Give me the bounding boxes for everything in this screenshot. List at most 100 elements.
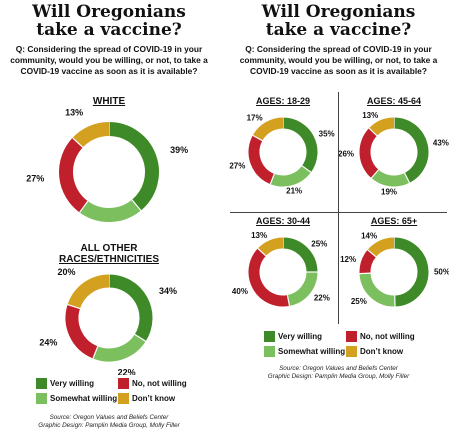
label-not-willing: 12% [340, 255, 356, 264]
label-dont-know: 17% [247, 113, 263, 122]
slice-somewhat-willing [270, 165, 311, 187]
left-title: Will Oregonians take a vaccine? [0, 3, 218, 39]
right-source-line1: Source: Oregon Values and Beliefs Center [279, 365, 398, 372]
chart-header-other: ALL OTHER RACES/ETHNICITIES [0, 243, 218, 265]
right-infographic: Will Oregonians take a vaccine? Q: Consi… [228, 0, 449, 437]
legend-label-dont-know: Don’t know [132, 394, 176, 403]
slice-very-willing [282, 237, 318, 273]
slice-dont-know [72, 122, 110, 148]
slice-dont-know [369, 117, 395, 137]
slice-somewhat-willing [371, 169, 410, 187]
slice-not-willing [248, 248, 290, 307]
legend-not-willing: No, not willing [346, 331, 415, 342]
label-very-willing: 43% [433, 139, 449, 148]
slice-dont-know [367, 237, 395, 258]
chart-header-other-line1: ALL OTHER [80, 243, 138, 254]
left-title-line2: take a vaccine? [36, 20, 182, 40]
slice-somewhat-willing [359, 272, 396, 307]
legend-swatch-not-willing [118, 378, 129, 389]
slice-separator [67, 303, 81, 310]
legend-label-somewhat-willing: Somewhat willing [50, 394, 118, 403]
legend-swatch-somewhat-willing [264, 346, 275, 357]
slice-separator [286, 294, 291, 307]
slice-separator [252, 134, 263, 142]
legend-swatch-somewhat-willing [36, 393, 47, 404]
label-somewhat-willing: 22% [314, 293, 330, 302]
label-somewhat-willing: 19% [381, 188, 397, 197]
grid-divider-horizontal [230, 212, 447, 213]
left-infographic: Will Oregonians take a vaccine? Q: Consi… [0, 0, 218, 437]
legend-somewhat-willing: Somewhat willing [36, 393, 117, 404]
label-very-willing: 50% [434, 267, 449, 276]
slice-very-willing [393, 237, 429, 307]
legend-not-willing: No, not willing [118, 378, 187, 389]
grid-divider-vertical [338, 92, 339, 324]
left-source-line2: Graphic Design: Pamplin Media Group, Mol… [38, 422, 180, 429]
label-somewhat-willing: 21% [102, 232, 120, 233]
label-very-willing: 35% [319, 130, 335, 139]
left-legend: Very willing No, not willing Somewhat wi… [36, 378, 216, 406]
slice-not-willing [248, 135, 275, 185]
legend-label-dont-know: Don’t know [360, 347, 404, 356]
slice-very-willing [108, 274, 153, 342]
slice-very-willing [393, 117, 429, 183]
legend-label-not-willing: No, not willing [360, 332, 415, 341]
slice-separator [79, 200, 89, 213]
slice-separator [134, 333, 147, 342]
label-very-willing: 39% [170, 145, 188, 155]
right-title-line2: take a vaccine? [265, 20, 412, 40]
slice-not-willing [59, 137, 89, 213]
right-question: Q: Considering the spread of COVID-19 in… [239, 44, 438, 76]
donut-white: 39% 21% 27% 13% [26, 108, 188, 233]
slice-very-willing [282, 117, 318, 173]
slice-somewhat-willing [287, 271, 318, 306]
slice-not-willing [65, 304, 99, 359]
slice-not-willing [359, 128, 379, 179]
slice-separator [404, 172, 411, 184]
chart-header-18-29: AGES: 18-29 [255, 96, 311, 106]
right-title-line1: Will Oregonians [261, 2, 416, 22]
slice-dont-know [252, 117, 284, 142]
legend-swatch-dont-know [346, 346, 357, 357]
legend-label-not-willing: No, not willing [132, 379, 187, 388]
legend-very-willing: Very willing [36, 378, 94, 389]
legend-somewhat-willing: Somewhat willing [264, 346, 345, 357]
slice-separator [269, 173, 275, 185]
slice-separator [359, 272, 371, 275]
label-not-willing: 27% [26, 173, 44, 183]
legend-swatch-dont-know [118, 393, 129, 404]
donut-65-plus: 50% 25% 12% 14% [340, 232, 449, 307]
slice-somewhat-willing [92, 334, 146, 362]
label-somewhat-willing: 22% [118, 367, 136, 375]
left-question: Q: Considering the spread of COVID-19 in… [10, 44, 208, 76]
donut-18-29: 35% 21% 27% 17% [229, 113, 335, 195]
legend-dont-know: Don’t know [118, 393, 175, 404]
slice-separator [257, 247, 267, 257]
slice-dont-know [257, 237, 284, 257]
right-source: Source: Oregon Values and Beliefs Center… [228, 365, 449, 381]
chart-header-65-plus: AGES: 65+ [370, 216, 418, 226]
legend-label-somewhat-willing: Somewhat willing [278, 347, 346, 356]
legend-label-very-willing: Very willing [278, 332, 323, 341]
chart-header-45-64: AGES: 45-64 [366, 96, 422, 106]
chart-header-white: WHITE [92, 96, 126, 107]
label-not-willing: 40% [232, 287, 248, 296]
slice-separator [370, 169, 380, 179]
chart-header-30-44: AGES: 30-44 [255, 216, 311, 226]
label-not-willing: 27% [229, 161, 245, 170]
slice-separator [131, 199, 142, 211]
slice-separator [368, 127, 378, 137]
legend-swatch-very-willing [36, 378, 47, 389]
label-dont-know: 13% [362, 111, 378, 120]
label-dont-know: 14% [361, 232, 377, 241]
slice-separator [92, 346, 99, 359]
slice-very-willing [108, 122, 159, 211]
legend-swatch-very-willing [264, 331, 275, 342]
slice-separator [72, 137, 84, 148]
label-somewhat-willing: 25% [351, 297, 367, 306]
donut-other: 34% 22% 24% 20% [39, 268, 177, 375]
slice-not-willing [359, 249, 377, 274]
label-dont-know: 13% [251, 231, 267, 240]
slice-dont-know [67, 274, 110, 309]
left-title-line1: Will Oregonians [32, 2, 186, 22]
